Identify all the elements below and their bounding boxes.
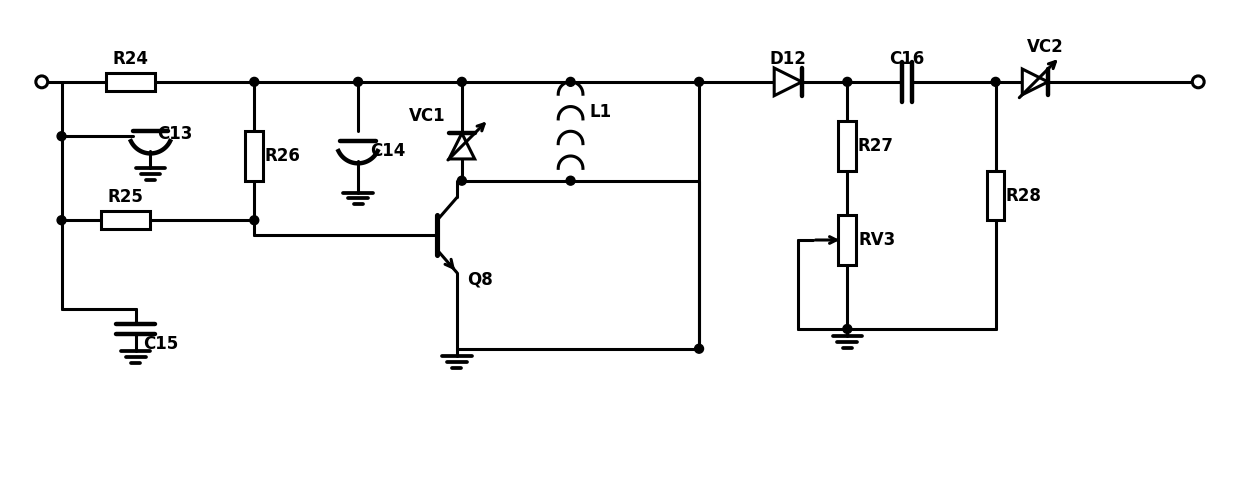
Bar [105,73,155,91]
Circle shape [694,344,703,353]
Circle shape [1193,76,1204,88]
Text: C15: C15 [143,335,179,353]
Text: R28: R28 [1006,187,1042,204]
Text: R25: R25 [108,189,144,206]
Polygon shape [1022,69,1048,95]
Text: RV3: RV3 [858,231,895,249]
Bar [102,211,150,229]
Text: R27: R27 [857,137,893,155]
Circle shape [694,77,703,86]
Circle shape [567,176,575,185]
Circle shape [843,77,852,86]
Text: VC2: VC2 [1027,38,1064,56]
Circle shape [458,176,466,185]
Circle shape [36,76,47,88]
Circle shape [57,132,66,141]
Text: Q8: Q8 [466,271,492,288]
Circle shape [353,77,362,86]
Polygon shape [449,133,475,159]
Circle shape [567,77,575,86]
Circle shape [458,77,466,86]
Text: L1: L1 [589,103,611,120]
Circle shape [991,77,999,86]
Circle shape [843,324,852,334]
Text: VC1: VC1 [409,108,445,125]
Text: D12: D12 [770,50,806,68]
Bar [246,131,263,180]
Bar [987,171,1004,220]
Circle shape [249,77,259,86]
Circle shape [57,216,66,225]
Text: R24: R24 [113,50,149,68]
Bar [838,216,857,264]
Text: R26: R26 [264,147,300,165]
Bar [838,121,857,171]
Text: C14: C14 [370,142,405,160]
Text: C16: C16 [889,50,924,68]
Circle shape [249,216,259,225]
Text: C13: C13 [157,125,193,143]
Polygon shape [774,68,802,96]
